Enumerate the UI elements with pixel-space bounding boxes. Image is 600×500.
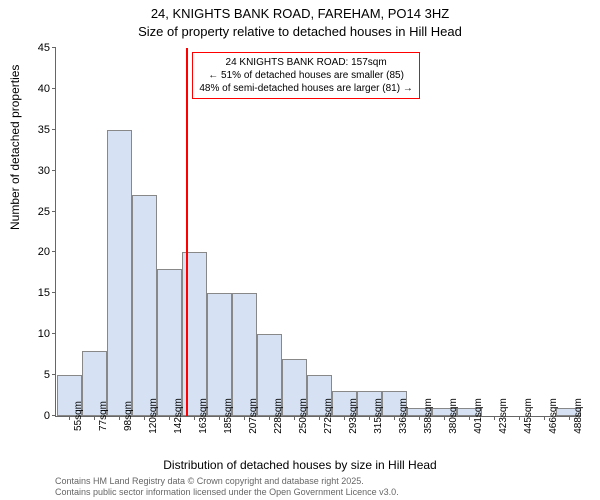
y-tick-label: 30	[38, 165, 56, 177]
y-tick-label: 0	[44, 410, 56, 422]
y-tick-mark	[52, 374, 56, 375]
y-tick-label: 20	[38, 246, 56, 258]
x-tick-label: 293sqm	[344, 398, 359, 434]
y-tick-mark	[52, 415, 56, 416]
x-tick-label: 445sqm	[519, 398, 534, 434]
x-axis-label: Distribution of detached houses by size …	[0, 458, 600, 472]
x-tick-label: 315sqm	[369, 398, 384, 434]
x-tick-label: 207sqm	[244, 398, 259, 434]
x-tick-label: 142sqm	[169, 398, 184, 434]
annotation-box: 24 KNIGHTS BANK ROAD: 157sqm ← 51% of de…	[192, 52, 419, 99]
y-tick-mark	[52, 333, 56, 334]
y-tick-mark	[52, 251, 56, 252]
y-tick-mark	[52, 88, 56, 89]
x-tick-label: 466sqm	[544, 398, 559, 434]
histogram-bar	[107, 130, 132, 416]
annotation-line1: 24 KNIGHTS BANK ROAD: 157sqm	[199, 56, 412, 69]
y-tick-label: 15	[38, 287, 56, 299]
x-tick-label: 358sqm	[419, 398, 434, 434]
x-tick-label: 423sqm	[494, 398, 509, 434]
chart-title-line2: Size of property relative to detached ho…	[0, 24, 600, 39]
y-tick-mark	[52, 211, 56, 212]
x-tick-label: 380sqm	[444, 398, 459, 434]
chart-title-line1: 24, KNIGHTS BANK ROAD, FAREHAM, PO14 3HZ	[0, 6, 600, 21]
x-tick-label: 488sqm	[569, 398, 584, 434]
footer-line2: Contains public sector information licen…	[55, 487, 399, 498]
x-tick-label: 55sqm	[69, 401, 84, 431]
x-tick-label: 228sqm	[269, 398, 284, 434]
x-tick-label: 163sqm	[194, 398, 209, 434]
y-tick-label: 40	[38, 83, 56, 95]
y-tick-label: 35	[38, 124, 56, 136]
y-tick-label: 45	[38, 42, 56, 54]
x-tick-label: 120sqm	[144, 398, 159, 434]
x-tick-label: 98sqm	[119, 401, 134, 431]
footer-text: Contains HM Land Registry data © Crown c…	[55, 476, 399, 498]
annotation-line3: 48% of semi-detached houses are larger (…	[199, 82, 412, 95]
chart-container: 24, KNIGHTS BANK ROAD, FAREHAM, PO14 3HZ…	[0, 0, 600, 500]
x-tick-label: 77sqm	[94, 401, 109, 431]
histogram-bar	[157, 269, 182, 416]
x-tick-label: 272sqm	[319, 398, 334, 434]
annotation-line2: ← 51% of detached houses are smaller (85…	[199, 69, 412, 82]
y-axis-label: Number of detached properties	[8, 65, 22, 230]
y-tick-mark	[52, 292, 56, 293]
y-tick-label: 5	[44, 369, 56, 381]
y-tick-label: 10	[38, 328, 56, 340]
y-tick-mark	[52, 170, 56, 171]
footer-line1: Contains HM Land Registry data © Crown c…	[55, 476, 399, 487]
y-tick-label: 25	[38, 206, 56, 218]
reference-marker-line	[186, 48, 188, 416]
x-tick-label: 185sqm	[219, 398, 234, 434]
x-tick-label: 250sqm	[294, 398, 309, 434]
plot-area: 24 KNIGHTS BANK ROAD: 157sqm ← 51% of de…	[55, 48, 581, 417]
y-tick-mark	[52, 47, 56, 48]
x-tick-label: 336sqm	[394, 398, 409, 434]
x-tick-label: 401sqm	[469, 398, 484, 434]
y-tick-mark	[52, 129, 56, 130]
histogram-bar	[132, 195, 157, 416]
